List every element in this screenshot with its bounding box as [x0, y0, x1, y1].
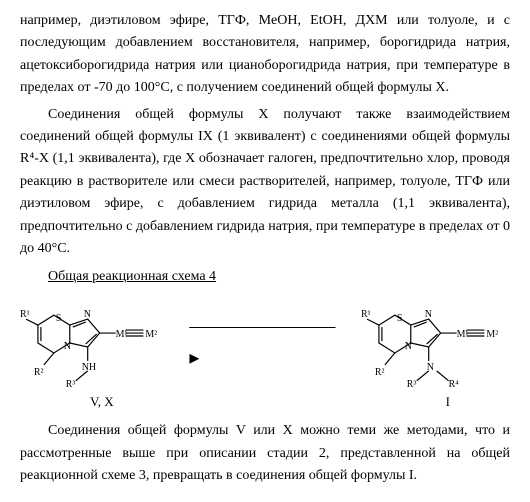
- svg-text:R²: R²: [34, 367, 44, 378]
- label-left: V, X: [90, 392, 114, 413]
- paragraph-2: Соединения общей формулы X получают такж…: [20, 104, 510, 261]
- svg-text:R²: R²: [375, 367, 385, 378]
- svg-text:N: N: [426, 362, 433, 373]
- structure-right: S N N R¹ R² N R³ R⁴ M¹ M²: [361, 295, 510, 390]
- structure-left: S N N R¹ R² NH R³ M¹ M²: [20, 295, 169, 390]
- svg-text:R¹: R¹: [20, 309, 30, 320]
- svg-text:M¹: M¹: [116, 329, 128, 340]
- svg-text:N: N: [84, 309, 91, 320]
- svg-text:R¹: R¹: [361, 309, 371, 320]
- svg-text:M¹: M¹: [456, 329, 468, 340]
- svg-text:N: N: [64, 341, 71, 352]
- svg-text:N: N: [424, 309, 431, 320]
- svg-text:M²: M²: [486, 329, 498, 340]
- svg-text:N: N: [404, 341, 411, 352]
- svg-text:S: S: [56, 313, 62, 324]
- scheme-title: Общая реакционная схема 4: [48, 266, 510, 288]
- svg-text:R³: R³: [66, 378, 76, 389]
- paragraph-3: Соединения общей формулы V или X можно т…: [20, 420, 510, 487]
- paragraph-1: например, диэтиловом эфире, ТГФ, MeOH, E…: [20, 10, 510, 100]
- svg-text:NH: NH: [82, 362, 96, 373]
- label-right: I: [446, 392, 450, 413]
- structure-labels: V, X I: [90, 392, 450, 413]
- svg-text:R⁴: R⁴: [448, 378, 459, 389]
- svg-text:S: S: [397, 313, 403, 324]
- reaction-scheme: S N N R¹ R² NH R³ M¹ M² ————————▸: [20, 295, 510, 390]
- svg-text:M²: M²: [145, 329, 157, 340]
- svg-text:R³: R³: [406, 378, 416, 389]
- reaction-arrow: ————————▸: [189, 310, 340, 374]
